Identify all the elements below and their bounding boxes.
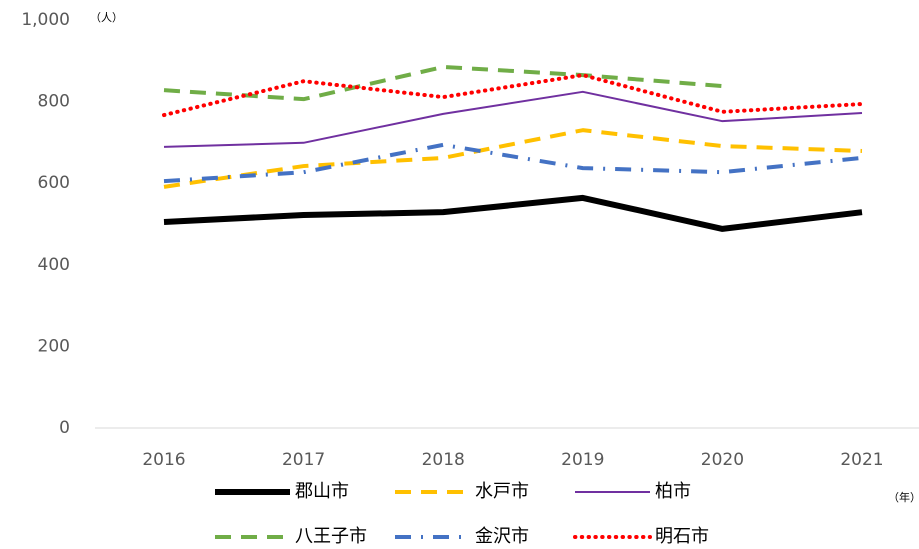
y-tick-label: 200 — [38, 336, 70, 356]
line-series — [162, 73, 864, 118]
legend-label: 柏市 — [655, 481, 691, 502]
x-unit: （年） — [888, 490, 919, 504]
x-tick-label: 2021 — [840, 450, 883, 470]
legend-label: 八王子市 — [295, 526, 367, 547]
x-tick-label: 2019 — [561, 450, 604, 470]
line-series — [163, 64, 723, 102]
legend-label: 水戸市 — [475, 481, 529, 502]
x-tick-label: 2017 — [282, 450, 325, 470]
y-unit: （人） — [90, 11, 123, 24]
y-tick-label: 1,000 — [21, 10, 70, 30]
x-tick-label: 2016 — [142, 450, 185, 470]
y-tick-label: 600 — [38, 173, 70, 193]
x-tick-label: 2020 — [701, 450, 744, 470]
line-series — [163, 128, 863, 189]
legend-label: 郡山市 — [295, 481, 349, 502]
line-series — [163, 194, 863, 232]
legend-label: 金沢市 — [475, 526, 529, 547]
y-tick-label: 400 — [38, 255, 70, 275]
legend-label: 明石市 — [655, 526, 709, 547]
y-tick-label: 800 — [38, 92, 70, 112]
line-series — [163, 90, 863, 148]
x-tick-label: 2018 — [422, 450, 465, 470]
line-series — [163, 142, 863, 184]
y-tick-label: 0 — [59, 418, 70, 438]
